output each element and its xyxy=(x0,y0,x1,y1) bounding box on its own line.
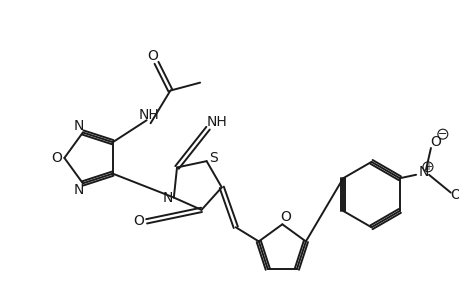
Text: O: O xyxy=(133,214,144,228)
Text: N: N xyxy=(73,118,84,133)
Text: N: N xyxy=(418,165,428,179)
Text: NH: NH xyxy=(206,115,227,129)
Text: O: O xyxy=(449,188,459,202)
Text: O: O xyxy=(279,210,290,224)
Text: O: O xyxy=(430,135,440,149)
Text: S: S xyxy=(209,151,218,165)
Text: NH: NH xyxy=(138,108,159,122)
Text: O: O xyxy=(147,49,157,63)
Text: N: N xyxy=(73,183,84,197)
Text: O: O xyxy=(51,151,62,165)
Text: +: + xyxy=(423,162,431,172)
Text: N: N xyxy=(162,190,173,205)
Text: −: − xyxy=(437,129,447,139)
